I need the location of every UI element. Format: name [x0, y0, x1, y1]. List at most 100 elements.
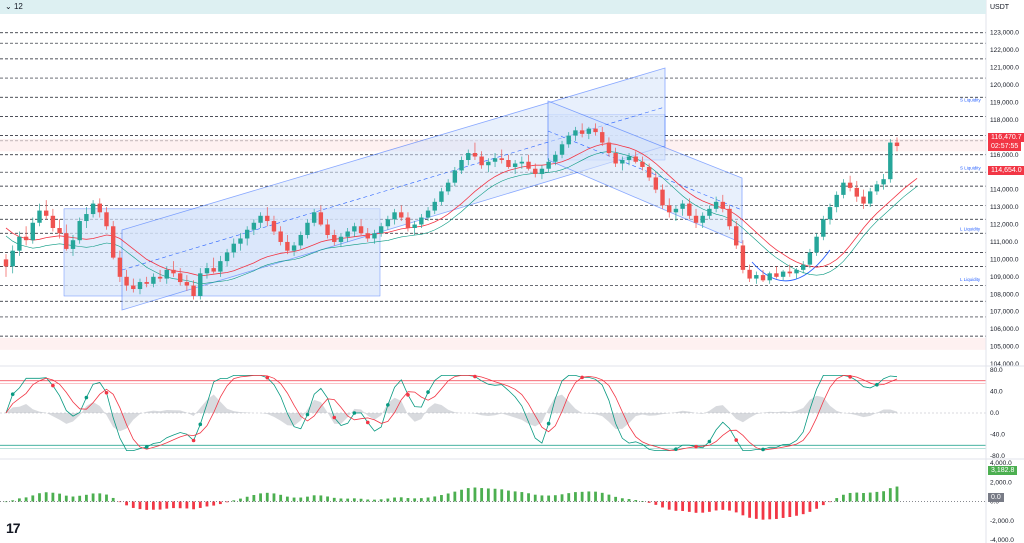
- candle: [3, 254, 9, 277]
- histogram-bar: [172, 501, 175, 509]
- osc-cross-dot: [761, 447, 765, 452]
- histogram-bar: [131, 501, 135, 508]
- histogram-bar: [326, 496, 329, 502]
- candle: [700, 212, 705, 228]
- histogram-bar: [674, 501, 678, 511]
- candle: [626, 153, 632, 166]
- histogram-bar: [125, 501, 128, 506]
- histogram-bar: [151, 501, 155, 510]
- candle: [57, 219, 62, 239]
- histogram-bar: [835, 498, 839, 502]
- histogram-bar: [848, 492, 852, 502]
- histogram-bar: [681, 501, 685, 511]
- candle-body: [673, 208, 679, 213]
- candle-body: [177, 273, 183, 283]
- osc-tick-label: -80.0: [990, 453, 1005, 460]
- candle-body: [345, 231, 350, 237]
- candle-body: [251, 222, 257, 230]
- histogram-bar: [654, 501, 658, 505]
- interval-selector[interactable]: ⌄ 12: [5, 2, 23, 11]
- candle: [399, 205, 404, 222]
- liquidity-label: S Liquidity: [960, 97, 982, 102]
- candle: [499, 149, 504, 164]
- osc-cross-dot: [265, 375, 270, 380]
- candle: [218, 255, 223, 277]
- candle-body: [432, 201, 437, 211]
- histogram-bar: [647, 501, 651, 503]
- histogram-bar: [480, 488, 484, 502]
- candle-body: [499, 158, 504, 160]
- candle-body: [97, 203, 102, 213]
- candle-body: [224, 252, 230, 262]
- candle: [191, 280, 196, 300]
- candle: [492, 153, 498, 167]
- candle: [311, 208, 317, 227]
- candle-body: [794, 269, 799, 274]
- candle-body: [687, 203, 692, 216]
- histogram-bar: [413, 498, 417, 502]
- candle: [50, 208, 56, 232]
- candle-body: [894, 142, 900, 147]
- candle-body: [392, 212, 397, 220]
- candle: [452, 166, 458, 187]
- candle: [533, 163, 538, 178]
- candle-body: [486, 161, 491, 166]
- histogram-bar: [694, 501, 698, 513]
- candle-body: [244, 229, 250, 239]
- candle: [801, 261, 806, 274]
- candle: [97, 198, 102, 218]
- histogram-bar: [868, 492, 872, 502]
- histogram-bar: [634, 500, 638, 502]
- candle: [874, 180, 880, 195]
- moving-average-line-2: [5, 151, 918, 285]
- histogram-bar: [11, 500, 15, 502]
- candle-body: [841, 182, 846, 195]
- candle-body: [479, 156, 484, 166]
- osc-cross-dot: [305, 412, 310, 417]
- candle-body: [700, 215, 705, 223]
- osc-tick-label: -40.0: [990, 432, 1005, 439]
- candle-body: [77, 221, 82, 241]
- candle: [526, 154, 531, 171]
- candle: [137, 278, 143, 295]
- histogram-bar: [205, 501, 209, 507]
- candle-body: [37, 210, 42, 223]
- candle-body: [874, 184, 880, 192]
- histogram-bar: [158, 501, 162, 510]
- osc-cross-dot: [674, 447, 678, 451]
- candle-body: [144, 282, 149, 284]
- histogram-bar: [895, 486, 899, 502]
- price-tick-label: 113,000.0: [990, 204, 1019, 211]
- osc-d-line: [5, 374, 898, 451]
- candle-body: [727, 208, 732, 227]
- histogram-bar: [446, 493, 450, 502]
- candle-body: [338, 236, 344, 242]
- histogram-bar: [312, 495, 316, 502]
- candle: [687, 198, 692, 220]
- candle: [559, 140, 565, 159]
- histogram-bar: [419, 498, 423, 502]
- candle-body: [760, 275, 766, 281]
- candle-body: [204, 268, 210, 274]
- candle-body: [653, 177, 659, 190]
- candle-body: [767, 273, 772, 281]
- histogram-bar: [373, 499, 376, 502]
- histogram-bar: [728, 501, 731, 511]
- candle: [372, 229, 377, 244]
- candle: [365, 228, 370, 242]
- candle-body: [439, 191, 444, 202]
- candle-body: [305, 222, 310, 235]
- candle: [794, 268, 799, 279]
- candle: [258, 212, 263, 228]
- histogram-bar: [78, 495, 82, 502]
- candle-body: [3, 259, 9, 267]
- histogram-bar: [714, 501, 718, 511]
- histogram-bar: [500, 489, 504, 502]
- candle-body: [660, 189, 665, 206]
- candle: [660, 184, 665, 209]
- candle-body: [258, 215, 263, 223]
- candle: [747, 264, 752, 283]
- osc-cross-dot: [198, 422, 203, 427]
- candle-body: [606, 142, 612, 154]
